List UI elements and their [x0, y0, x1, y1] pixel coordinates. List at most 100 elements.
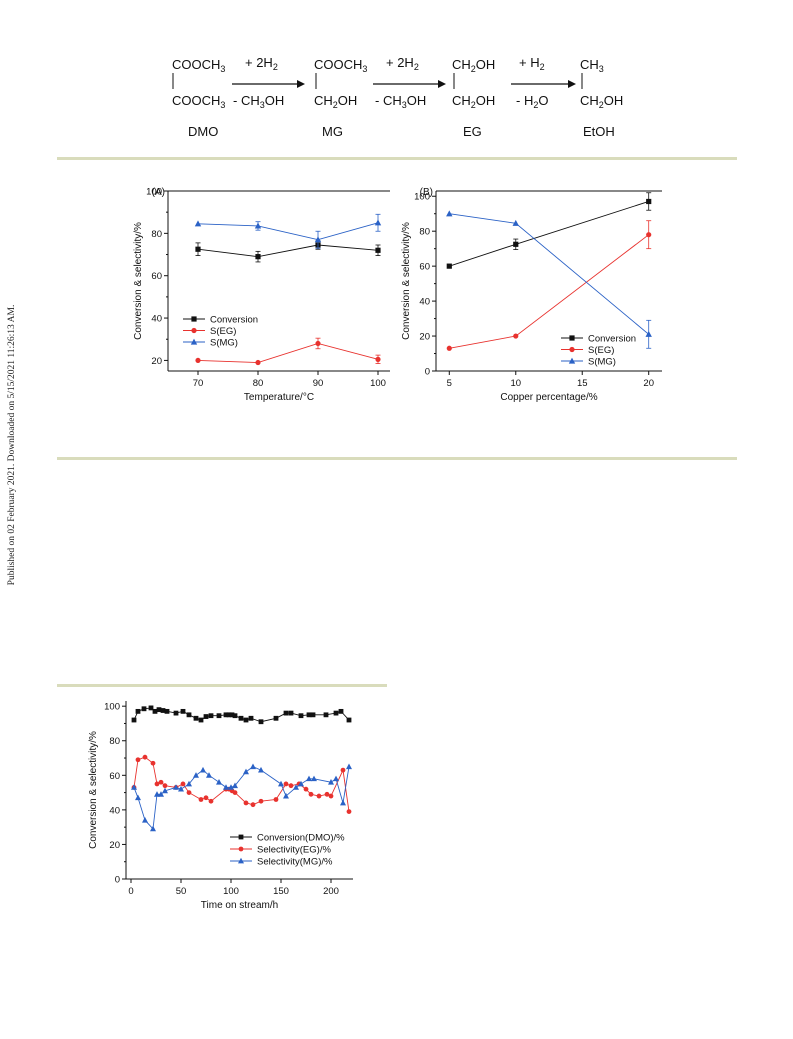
- data-point: [228, 784, 234, 790]
- data-point: [311, 775, 317, 782]
- arrow-3-bottom: - H2O: [516, 93, 548, 110]
- x-axis-title: Time on stream/h: [201, 900, 278, 911]
- chart-time-on-stream: 0 20 40 60 80 100 0 50 100 150 200 Time on stream/h…: [88, 701, 353, 911]
- data-point: [195, 357, 201, 364]
- y-tick-label: 100: [104, 702, 120, 713]
- y-tick-label: 80: [151, 229, 162, 240]
- data-point: [646, 198, 652, 205]
- divider-middle: [57, 457, 737, 460]
- data-point: [154, 791, 160, 797]
- etoh-bottom: CH2OH: [580, 93, 623, 110]
- y-tick-label: 40: [419, 297, 430, 308]
- data-point: [208, 713, 214, 719]
- data-point: [278, 780, 284, 787]
- y-tick-label: 60: [109, 771, 120, 782]
- legend-label: Selectivity(MG)/%: [257, 857, 333, 868]
- data-point: [375, 356, 381, 362]
- series-line: [197, 244, 379, 258]
- legend-marker: [568, 357, 576, 364]
- data-point: [646, 232, 652, 238]
- data-point: [131, 717, 137, 723]
- reaction-arrow-1: + 2H2 - CH3OH: [232, 55, 305, 110]
- data-point: [154, 781, 160, 787]
- data-point: [203, 795, 209, 801]
- eg-top: CH2OH: [452, 57, 495, 74]
- legend-marker: [238, 834, 244, 840]
- y-tick-label: 40: [109, 805, 120, 816]
- series-line: [133, 766, 350, 830]
- data-point: [446, 263, 452, 269]
- chart-temperature: 20 40 60 80 100 70 80 90 100 Temperature/°C Conver…: [133, 187, 390, 403]
- data-point: [173, 784, 179, 790]
- data-point: [216, 713, 222, 719]
- data-point: [193, 715, 199, 721]
- data-point: [323, 712, 329, 718]
- data-point: [513, 333, 519, 339]
- data-point: [206, 772, 212, 778]
- data-point: [223, 784, 229, 790]
- divider-lower: [57, 684, 387, 687]
- data-point: [303, 786, 309, 792]
- data-point: [333, 775, 339, 782]
- data-point: [306, 712, 312, 718]
- legend-marker: [190, 338, 198, 345]
- data-point: [243, 717, 249, 723]
- data-point: [308, 791, 314, 797]
- data-point: [198, 717, 204, 723]
- arrow-2-top: + 2H2: [386, 55, 419, 72]
- legend-marker: [238, 846, 244, 852]
- data-point: [645, 330, 652, 337]
- panel-label: (B): [420, 187, 433, 198]
- compound-eg: CH2OH CH2OH EG: [452, 57, 495, 139]
- x-tick-label: 80: [253, 378, 264, 389]
- data-point: [340, 799, 346, 806]
- data-point: [374, 219, 382, 226]
- data-point: [162, 787, 168, 794]
- etoh-label: EtOH: [583, 124, 615, 139]
- data-point: [180, 708, 186, 714]
- x-tick-label: 0: [128, 886, 133, 897]
- data-point: [173, 710, 179, 716]
- data-point: [273, 715, 279, 721]
- series-square: [446, 192, 652, 269]
- chart-copper: 0 20 40 60 80 100 5 10 15 20 Copper percentage/% Co…: [401, 187, 662, 403]
- data-point: [310, 712, 316, 718]
- data-point: [338, 708, 344, 714]
- data-point: [255, 359, 261, 366]
- data-point: [293, 784, 299, 790]
- y-tick-label: 20: [151, 356, 162, 367]
- data-point: [298, 780, 304, 787]
- data-point: [243, 768, 249, 775]
- data-point: [250, 763, 256, 770]
- panel-label: (A): [152, 187, 165, 198]
- y-tick-label: 100: [414, 192, 430, 203]
- data-point: [135, 757, 141, 763]
- data-point: [446, 345, 452, 351]
- data-point: [208, 798, 214, 804]
- x-tick-label: 10: [510, 378, 521, 389]
- data-point: [306, 775, 312, 782]
- data-point: [315, 340, 321, 347]
- data-point: [158, 791, 164, 797]
- data-point: [288, 783, 294, 789]
- x-tick-label: 100: [223, 886, 239, 897]
- data-point: [333, 710, 339, 716]
- data-point: [186, 780, 192, 787]
- etoh-top: CH3: [580, 57, 604, 74]
- legend-marker: [238, 857, 244, 864]
- y-axis-title: Conversion & selectivity/%: [401, 222, 412, 340]
- series-line: [197, 343, 379, 363]
- data-point: [248, 715, 254, 721]
- legend: Conversion(DMO)/%Selectivity(EG)/%Select…: [230, 833, 345, 868]
- eg-label: EG: [463, 124, 482, 139]
- reaction-scheme: COOCH3 COOCH3 DMO + 2H2 - CH3OH COOCH3 C…: [172, 55, 623, 139]
- legend-label: S(EG): [588, 345, 614, 356]
- data-point: [226, 712, 232, 718]
- y-axis-title: Conversion & selectivity/%: [133, 222, 144, 340]
- y-tick-label: 20: [419, 332, 430, 343]
- compound-etoh: CH3 CH2OH EtOH: [580, 57, 623, 139]
- x-tick-label: 15: [577, 378, 588, 389]
- data-point: [195, 246, 201, 252]
- legend-label: Conversion: [210, 315, 258, 326]
- y-tick-label: 80: [109, 736, 120, 747]
